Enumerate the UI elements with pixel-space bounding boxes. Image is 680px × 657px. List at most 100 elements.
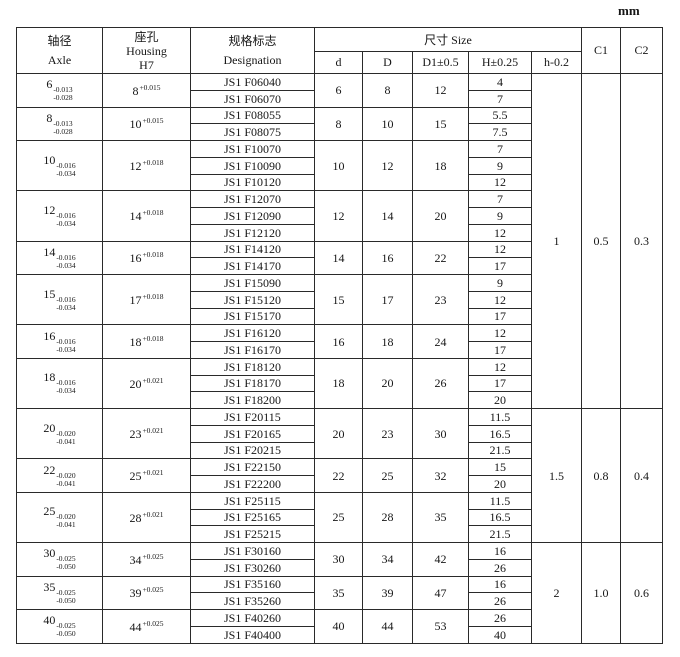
axle-value: 35 <box>43 579 56 594</box>
D1-cell: 12 <box>412 73 469 108</box>
H-cell: 4 <box>468 73 532 91</box>
D1-cell: 30 <box>412 407 469 460</box>
designation-cell: JS1 F15170 <box>190 307 315 326</box>
d-cell: 14 <box>314 240 363 275</box>
axle-value: 6 <box>46 77 53 92</box>
D-cell: 10 <box>362 106 413 141</box>
axle-value: 20 <box>43 420 56 435</box>
table-row: JS1 F12090 9 <box>17 207 663 225</box>
H-cell: 17 <box>468 307 532 326</box>
H-cell: 12 <box>468 240 532 259</box>
spec-table: 轴径 Axle 座孔 Housing H7 规格标志 Designation 尺… <box>16 27 663 644</box>
d-cell: 25 <box>314 491 363 544</box>
table-row: 22 -0.020 -0.041 25+0.021 JS1 F22150 22 25… <box>16 458 663 493</box>
d-cell: 22 <box>314 458 363 493</box>
axle-cell: 6 -0.013 -0.028 <box>16 73 103 108</box>
d-cell: 40 <box>314 609 363 644</box>
designation-cell: JS1 F12070 <box>190 190 315 208</box>
axle-cell: 8 -0.013 -0.028 <box>16 106 103 141</box>
header-designation: 规格标志 Designation <box>190 27 315 74</box>
table-row: JS1 F20215 21.5 <box>17 441 663 460</box>
axle-value: 16 <box>43 328 56 343</box>
axle-tolerance: -0.025 -0.050 <box>56 555 75 571</box>
designation-cell: JS1 F40400 <box>190 625 315 644</box>
H-cell: 7.5 <box>468 123 532 141</box>
housing-value: 12 <box>129 159 142 174</box>
H-cell: 16.5 <box>468 424 532 443</box>
header-designation-zh: 规格标志 <box>228 33 277 48</box>
designation-cell: JS1 F30260 <box>190 558 315 577</box>
axle-tol-lower: -0.041 <box>56 436 76 446</box>
d-cell: 18 <box>314 357 363 410</box>
header-housing: 座孔 Housing H7 <box>102 27 191 74</box>
H-cell: 11.5 <box>468 408 532 426</box>
H-cell: 40 <box>468 625 532 644</box>
axle-tol-lower: -0.034 <box>56 260 76 270</box>
housing-value: 17 <box>129 293 142 308</box>
H-cell: 20 <box>468 391 532 409</box>
axle-cell: 12 -0.016 -0.034 <box>16 190 103 242</box>
designation-cell: JS1 F10070 <box>190 140 315 158</box>
H-cell: 21.5 <box>468 441 532 460</box>
D1-cell: 23 <box>412 273 469 326</box>
axle-value: 14 <box>43 244 56 259</box>
header-axle-en: Axle <box>47 52 72 67</box>
housing-cell: 44+0.025 <box>102 609 191 644</box>
H-cell: 17 <box>468 374 532 393</box>
axle-tol-lower: -0.050 <box>56 595 76 605</box>
D-cell: 12 <box>362 139 413 192</box>
axle-tol-lower: -0.028 <box>53 126 73 136</box>
housing-value: 28 <box>129 510 142 525</box>
table-row: 12 -0.016 -0.034 14+0.018 JS1 F12070 12 14… <box>16 190 663 242</box>
header-D1: D1±0.5 <box>412 51 469 74</box>
designation-cell: JS1 F22150 <box>190 458 315 476</box>
designation-cell: JS1 F06070 <box>190 89 315 108</box>
table-row: 6 -0.013 -0.028 8+0.015 JS1 F06040 6 8 12 … <box>16 73 663 409</box>
axle-cell: 16 -0.016 -0.034 <box>16 324 103 359</box>
axle-tolerance: -0.016 -0.034 <box>56 161 75 178</box>
table-row: 30 -0.025 -0.050 34+0.025 JS1 F30160 30 34… <box>16 542 663 644</box>
axle-cell: 30 -0.025 -0.050 <box>16 542 103 577</box>
d-cell: 6 <box>314 73 363 108</box>
H-cell: 26 <box>468 609 532 627</box>
housing-cell: 39+0.025 <box>102 575 191 610</box>
designation-cell: JS1 F40260 <box>190 609 315 627</box>
header-H: H±0.25 <box>468 51 532 74</box>
designation-cell: JS1 F20115 <box>190 408 315 426</box>
designation-cell: JS1 F15120 <box>190 290 315 309</box>
axle-tol-upper: -0.025 <box>56 621 76 631</box>
housing-tolerance: +0.018 <box>142 292 164 302</box>
D-cell: 25 <box>362 458 413 493</box>
designation-cell: JS1 F20215 <box>190 441 315 460</box>
D1-cell: 32 <box>412 458 469 493</box>
designation-cell: JS1 F30160 <box>190 542 315 560</box>
housing-tolerance: +0.018 <box>142 250 164 260</box>
axle-tol-upper: -0.016 <box>56 294 76 304</box>
axle-tol-lower: -0.050 <box>56 629 76 639</box>
axle-tol-upper: -0.013 <box>53 85 73 95</box>
table-row: JS1 F18200 20 <box>17 391 663 409</box>
axle-tol-lower: -0.041 <box>56 478 76 488</box>
axle-tolerance: -0.025 -0.050 <box>56 588 76 605</box>
H-cell: 7 <box>468 89 532 108</box>
axle-tolerance: -0.016 -0.034 <box>56 253 76 270</box>
axle-tolerance: -0.013 -0.028 <box>53 86 72 102</box>
D-cell: 20 <box>362 357 413 410</box>
D1-cell: 35 <box>412 491 469 544</box>
axle-tol-upper: -0.016 <box>56 336 76 346</box>
H-cell: 21.5 <box>468 525 532 543</box>
H-cell: 9 <box>468 274 532 292</box>
housing-cell: 18+0.018 <box>102 324 191 359</box>
housing-cell: 20+0.021 <box>102 357 191 410</box>
housing-value: 20 <box>129 376 142 391</box>
designation-cell: JS1 F35160 <box>190 575 315 594</box>
H-cell: 11.5 <box>468 491 532 510</box>
housing-cell: 23+0.021 <box>102 407 191 460</box>
d-cell: 16 <box>314 324 363 359</box>
axle-value: 8 <box>46 110 53 125</box>
axle-cell: 35 -0.025 -0.050 <box>16 575 103 610</box>
axle-tol-lower: -0.028 <box>53 93 73 103</box>
designation-cell: JS1 F25215 <box>190 525 315 543</box>
axle-cell: 18 -0.016 -0.034 <box>16 357 103 410</box>
housing-tolerance: +0.021 <box>142 509 164 519</box>
